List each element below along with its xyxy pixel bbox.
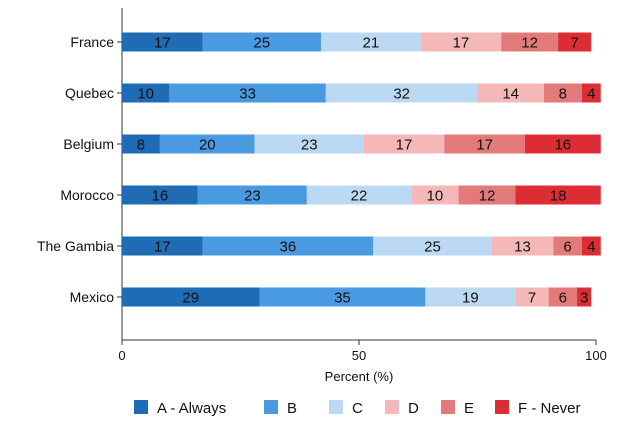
data-label: 35 bbox=[334, 290, 351, 307]
bar-segment bbox=[122, 134, 160, 154]
data-label: 4 bbox=[587, 239, 595, 256]
bar-segment bbox=[553, 236, 582, 256]
bar-segment bbox=[458, 185, 516, 205]
bar-segment bbox=[122, 32, 203, 52]
bar-segment bbox=[202, 32, 322, 52]
category-label: France bbox=[70, 34, 114, 50]
bar-segment bbox=[411, 185, 459, 205]
bar-segment bbox=[122, 287, 260, 307]
data-label: 22 bbox=[351, 188, 368, 205]
data-label: 17 bbox=[453, 35, 470, 52]
data-label: 17 bbox=[476, 137, 493, 154]
data-label: 17 bbox=[396, 137, 413, 154]
bar-segment bbox=[515, 287, 549, 307]
legend-label: D bbox=[408, 400, 419, 417]
bar-segment bbox=[259, 287, 426, 307]
bar-segment bbox=[373, 236, 492, 256]
data-label: 14 bbox=[502, 86, 519, 103]
category-label: Belgium bbox=[63, 136, 114, 152]
category-label: Morocco bbox=[60, 187, 114, 203]
data-label: 13 bbox=[514, 239, 531, 256]
bar-segment bbox=[169, 83, 326, 103]
data-label: 12 bbox=[479, 188, 496, 205]
bar-segment bbox=[501, 32, 559, 52]
legend-label: E bbox=[464, 400, 474, 417]
bar-segment bbox=[581, 83, 601, 103]
bar-segment bbox=[122, 185, 198, 205]
bar-segment bbox=[558, 32, 592, 52]
data-label: 16 bbox=[554, 137, 571, 154]
data-label: 17 bbox=[154, 239, 171, 256]
data-label: 19 bbox=[462, 290, 479, 307]
data-label: 32 bbox=[393, 86, 410, 103]
data-label: 10 bbox=[137, 86, 154, 103]
data-label: 6 bbox=[559, 290, 567, 307]
data-label: 12 bbox=[521, 35, 538, 52]
data-label: 7 bbox=[528, 290, 536, 307]
bar-segment bbox=[122, 236, 203, 256]
bar-segment bbox=[524, 134, 601, 154]
data-label: 10 bbox=[426, 188, 443, 205]
bar-segment bbox=[491, 236, 554, 256]
data-label: 16 bbox=[152, 188, 169, 205]
legend-label: F - Never bbox=[518, 400, 581, 417]
data-label: 25 bbox=[424, 239, 441, 256]
x-tick-label: 50 bbox=[352, 348, 366, 363]
bar-segment bbox=[197, 185, 307, 205]
category-label: Mexico bbox=[70, 289, 115, 305]
data-label: 8 bbox=[137, 137, 145, 154]
legend-swatch bbox=[134, 400, 148, 414]
legend-swatch bbox=[495, 400, 509, 414]
legend-swatch bbox=[329, 400, 343, 414]
bar-segment bbox=[122, 83, 170, 103]
x-axis-title: Percent (%) bbox=[325, 369, 394, 384]
legend-swatch bbox=[264, 400, 278, 414]
data-label: 7 bbox=[570, 35, 578, 52]
data-label: 21 bbox=[363, 35, 380, 52]
legend-swatch bbox=[385, 400, 399, 414]
data-label: 6 bbox=[563, 239, 571, 256]
bar-segment bbox=[477, 83, 544, 103]
bar-segment bbox=[202, 236, 374, 256]
data-label: 25 bbox=[253, 35, 270, 52]
bar-segment bbox=[577, 287, 592, 307]
data-label: 4 bbox=[587, 86, 595, 103]
bar-segment bbox=[444, 134, 525, 154]
bar-segment bbox=[515, 185, 601, 205]
bar-segment bbox=[254, 134, 364, 154]
data-label: 23 bbox=[301, 137, 318, 154]
bar-segment bbox=[306, 185, 412, 205]
bar-segment bbox=[321, 32, 421, 52]
category-label: The Gambia bbox=[37, 238, 114, 254]
category-label: Quebec bbox=[65, 85, 114, 101]
legend-label: B bbox=[287, 400, 297, 417]
data-label: 23 bbox=[244, 188, 261, 205]
data-label: 36 bbox=[280, 239, 297, 256]
legend-label: A - Always bbox=[157, 400, 226, 417]
bar-segment bbox=[325, 83, 478, 103]
bar-segment bbox=[581, 236, 601, 256]
bar-segment bbox=[420, 32, 502, 52]
data-label: 3 bbox=[580, 290, 588, 307]
legend-swatch bbox=[441, 400, 455, 414]
bar-segment bbox=[159, 134, 255, 154]
bar-segment bbox=[543, 83, 582, 103]
bar-segment bbox=[548, 287, 578, 307]
data-label: 8 bbox=[559, 86, 567, 103]
data-label: 33 bbox=[239, 86, 256, 103]
bar-segment bbox=[363, 134, 445, 154]
data-label: 18 bbox=[550, 188, 567, 205]
x-tick-label: 0 bbox=[118, 348, 125, 363]
legend-label: C bbox=[352, 400, 363, 417]
x-tick-label: 100 bbox=[585, 348, 607, 363]
data-label: 20 bbox=[199, 137, 216, 154]
bar-segment bbox=[425, 287, 516, 307]
data-label: 17 bbox=[154, 35, 171, 52]
data-label: 29 bbox=[182, 290, 199, 307]
